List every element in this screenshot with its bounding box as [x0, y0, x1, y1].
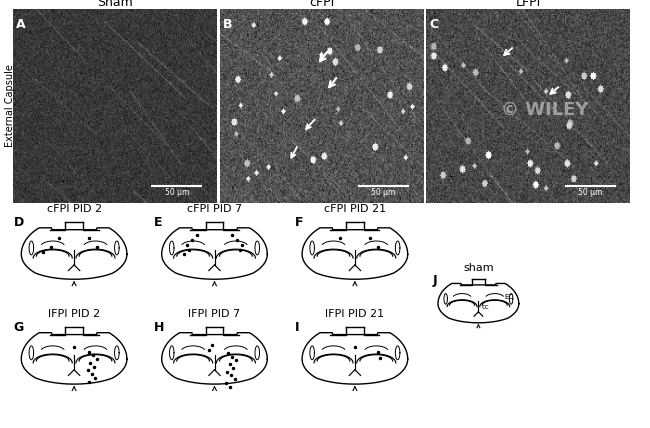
- Text: H: H: [154, 321, 164, 334]
- Polygon shape: [21, 228, 127, 279]
- Polygon shape: [438, 283, 519, 323]
- Text: A: A: [16, 18, 25, 31]
- Text: 50 μm: 50 μm: [578, 188, 603, 197]
- Title: cFPI PID 2: cFPI PID 2: [47, 204, 101, 214]
- Polygon shape: [302, 333, 408, 384]
- Text: J: J: [432, 274, 437, 288]
- Polygon shape: [302, 228, 408, 279]
- Text: EC: EC: [504, 294, 514, 300]
- Text: 50 μm: 50 μm: [371, 188, 396, 197]
- Text: © WILEY: © WILEY: [500, 101, 588, 119]
- Title: Sham: Sham: [97, 0, 133, 9]
- Title: lFPI PID 7: lFPI PID 7: [188, 309, 240, 319]
- Polygon shape: [162, 333, 267, 384]
- Title: cFPI: cFPI: [309, 0, 334, 9]
- Title: sham: sham: [463, 263, 494, 273]
- Title: cFPI PID 7: cFPI PID 7: [187, 204, 242, 214]
- Text: F: F: [294, 216, 303, 229]
- Polygon shape: [162, 228, 267, 279]
- Text: D: D: [14, 216, 24, 229]
- Text: 50 μm: 50 μm: [164, 188, 189, 197]
- Title: cFPI PID 21: cFPI PID 21: [324, 204, 386, 214]
- Text: E: E: [154, 216, 162, 229]
- Text: G: G: [14, 321, 24, 334]
- Title: lFPI PID 21: lFPI PID 21: [326, 309, 384, 319]
- Text: I: I: [294, 321, 299, 334]
- Text: External Capsule: External Capsule: [5, 65, 15, 147]
- Text: C: C: [429, 18, 438, 31]
- Title: LFPI: LFPI: [515, 0, 541, 9]
- Polygon shape: [21, 333, 127, 384]
- Text: cc: cc: [482, 304, 489, 310]
- Title: lFPI PID 2: lFPI PID 2: [48, 309, 100, 319]
- Text: B: B: [222, 18, 232, 31]
